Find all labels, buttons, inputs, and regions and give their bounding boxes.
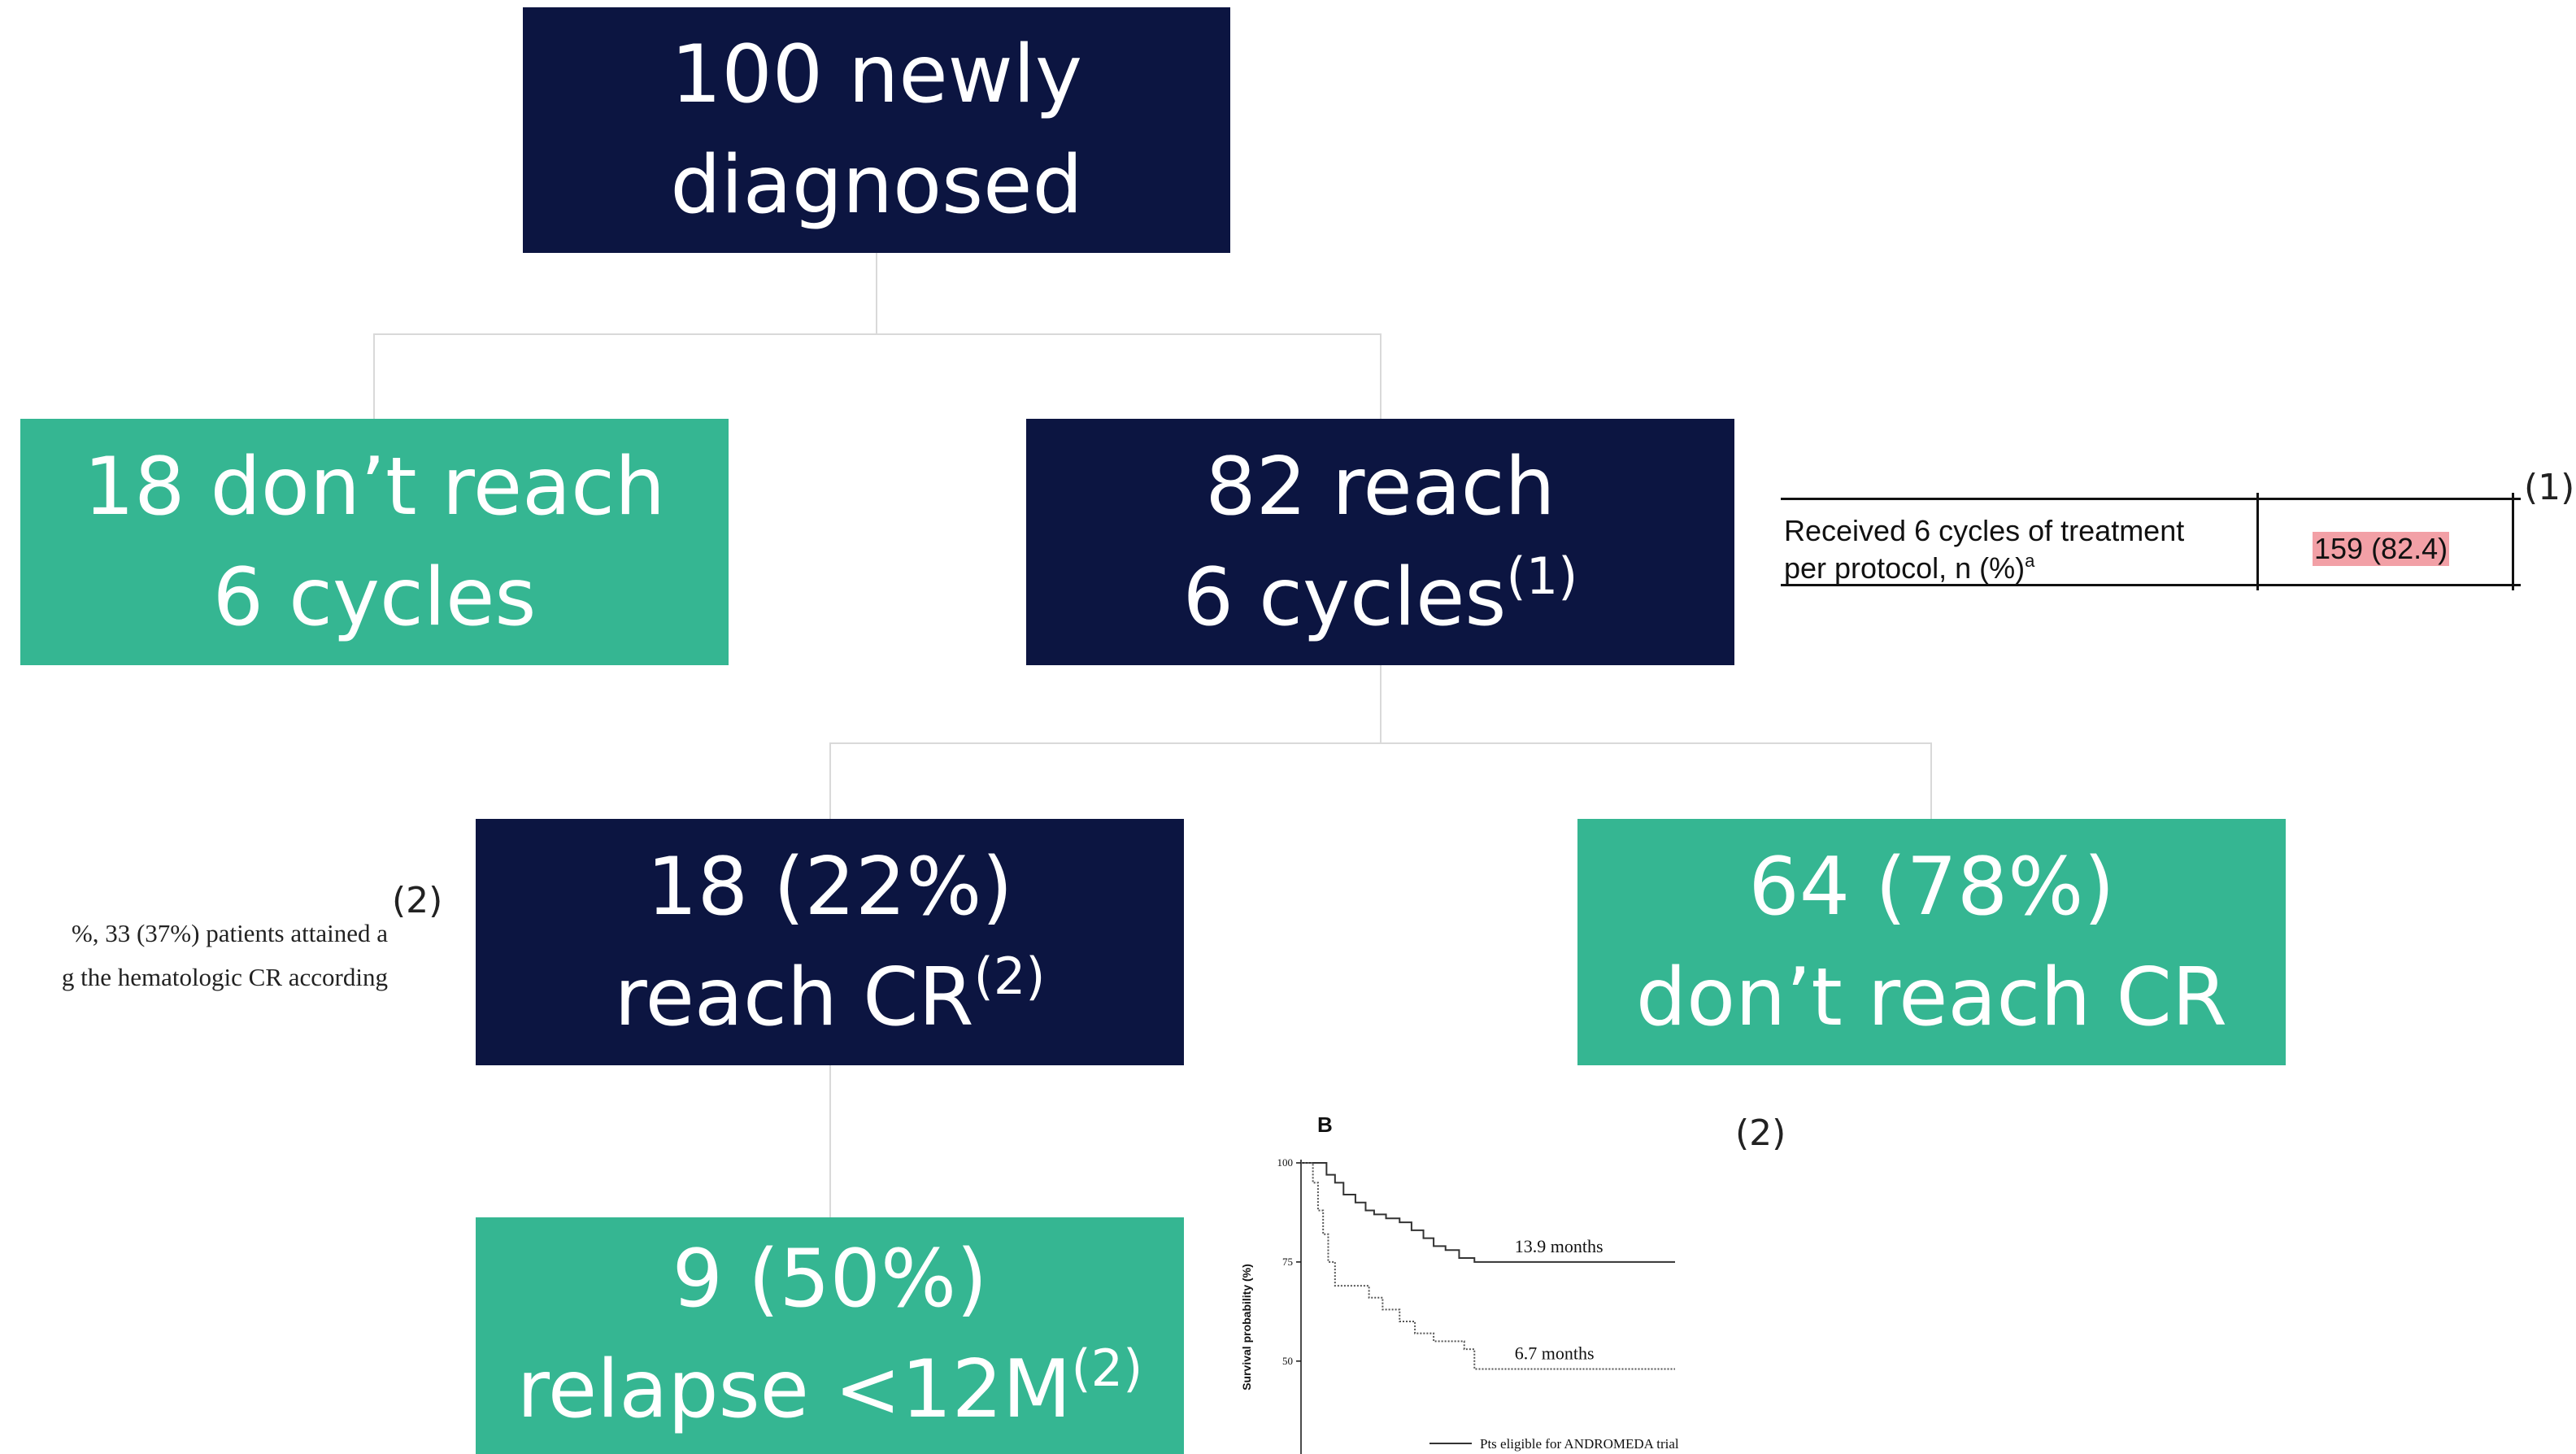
connector-cr-yes-drop <box>829 742 831 819</box>
node-cr-yes-line2: reach CR <box>614 951 974 1044</box>
node-relapse-line1: 9 (50%) <box>672 1233 988 1326</box>
node-right-line1: 82 reach <box>1205 440 1556 533</box>
connector-level2-bar <box>829 742 1932 744</box>
table-excerpt: Received 6 cycles of treatment per proto… <box>1781 493 2524 590</box>
table-highlighted-value: 159 (82.4) <box>2313 532 2450 566</box>
chart-y-axis-label: Survival probability (%) <box>1240 1264 1253 1391</box>
chart-panel-label: B <box>1317 1112 1333 1137</box>
connector-right-drop <box>1380 333 1382 419</box>
node-root-line1: 100 newly <box>671 28 1082 121</box>
chart-median-label: 6.7 months <box>1515 1343 1595 1364</box>
node-reach-cr: 18 (22%) reach CR(2) <box>476 819 1184 1065</box>
survival-chart: B Survival probability (%) 100755025 13.… <box>1236 1106 1805 1454</box>
chart-y-tick-label: 100 <box>1277 1156 1294 1169</box>
table-row-label-line2: per protocol, n (%) <box>1784 551 2026 585</box>
node-dont-reach-cr: 64 (78%) don’t reach CR <box>1577 819 2286 1065</box>
chart-axis-group: 100755025 <box>1277 1156 1302 1454</box>
survival-chart-svg: B Survival probability (%) 100755025 13.… <box>1240 1112 1679 1454</box>
chart-legend-label: Pts eligible for ANDROMEDA trial <box>1480 1436 1679 1452</box>
table-footnote-marker: a <box>2025 551 2035 571</box>
node-cr-no-line2: don’t reach CR <box>1635 951 2228 1044</box>
table-divider <box>2256 493 2259 590</box>
chart-series-line-dotted <box>1301 1162 1675 1370</box>
node-cr-no-line1: 64 (78%) <box>1748 840 2115 934</box>
chart-series-line-solid <box>1301 1162 1675 1263</box>
chart-series-group <box>1301 1162 1675 1370</box>
table-row-label: Received 6 cycles of treatment per proto… <box>1784 512 2184 587</box>
chart-annotation-group: 13.9 months 6.7 months <box>1515 1236 1603 1364</box>
connector-82-stem <box>1380 665 1382 743</box>
node-cr-yes-line1: 18 (22%) <box>646 840 1013 934</box>
reference-label-2-chart: (2) <box>1735 1112 1786 1154</box>
text-excerpt-line1: %, 33 (37%) patients attained a <box>71 919 388 947</box>
node-relapse: 9 (50%) relapse <12M(2) <box>476 1217 1184 1454</box>
table-row-label-line1: Received 6 cycles of treatment <box>1784 514 2185 547</box>
chart-y-tick-label: 75 <box>1282 1256 1293 1268</box>
node-cr-yes-line2-wrap: reach CR(2) <box>615 942 1046 1053</box>
reference-label-1: (1) <box>2524 467 2575 508</box>
node-left-line2: 6 cycles <box>212 551 537 644</box>
footnote-ref: (2) <box>973 946 1046 1006</box>
chart-y-tick-label: 50 <box>1282 1355 1293 1367</box>
table-top-rule <box>1781 498 2521 500</box>
footnote-ref: (1) <box>1506 546 1578 606</box>
connector-level1-bar <box>373 333 1382 335</box>
table-bottom-rule <box>1781 584 2521 586</box>
table-right-border <box>2512 493 2514 590</box>
node-root-line2: diagnosed <box>670 139 1083 232</box>
node-left-line1: 18 don’t reach <box>83 440 666 533</box>
node-right-line2-wrap: 6 cycles(1) <box>1183 542 1578 653</box>
node-newly-diagnosed: 100 newly diagnosed <box>523 7 1230 253</box>
node-relapse-line2-wrap: relapse <12M(2) <box>517 1334 1143 1445</box>
connector-root-stem <box>876 253 877 334</box>
text-excerpt-line2: g the hematologic CR according <box>61 963 388 991</box>
connector-cr-no-drop <box>1930 742 1932 819</box>
connector-relapse-stem <box>829 1065 831 1217</box>
node-dont-reach-6-cycles: 18 don’t reach 6 cycles <box>20 419 729 665</box>
node-reach-6-cycles: 82 reach 6 cycles(1) <box>1026 419 1734 665</box>
chart-median-label: 13.9 months <box>1515 1236 1603 1256</box>
footnote-ref: (2) <box>1071 1339 1143 1398</box>
reference-label-2-left: (2) <box>392 880 443 921</box>
node-right-line2: 6 cycles <box>1182 551 1507 644</box>
connector-left-drop <box>373 333 375 419</box>
node-relapse-line2: relapse <12M <box>516 1343 1072 1436</box>
chart-legend-group: Pts eligible for ANDROMEDA trial <box>1429 1436 1679 1452</box>
